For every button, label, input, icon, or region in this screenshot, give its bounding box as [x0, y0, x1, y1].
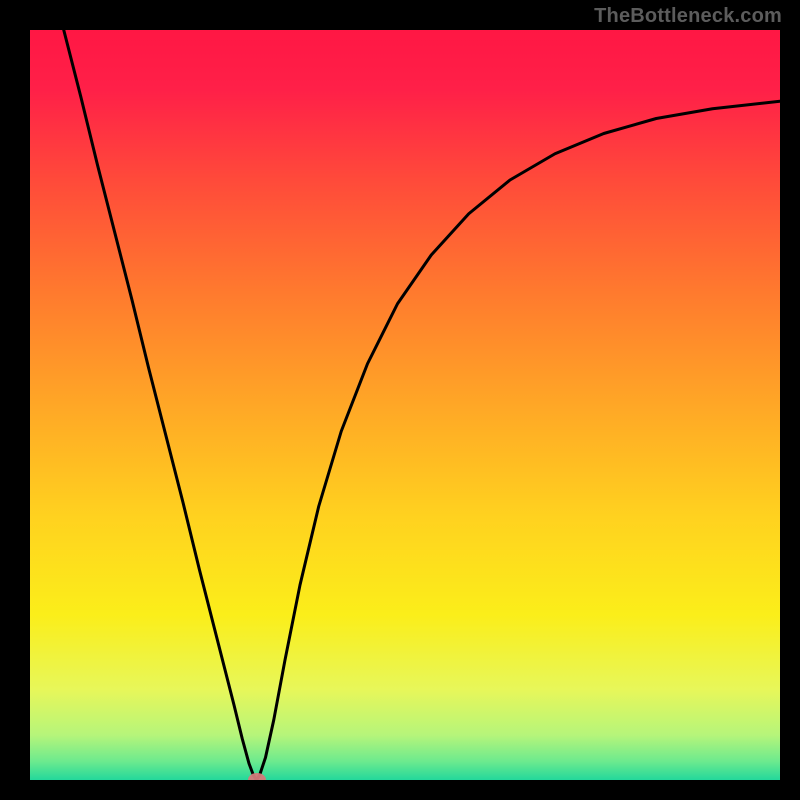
curve-path	[64, 30, 780, 780]
plot-area	[30, 30, 780, 780]
minimum-marker	[248, 773, 266, 780]
watermark-text: TheBottleneck.com	[594, 5, 782, 28]
bottleneck-curve	[30, 30, 780, 780]
